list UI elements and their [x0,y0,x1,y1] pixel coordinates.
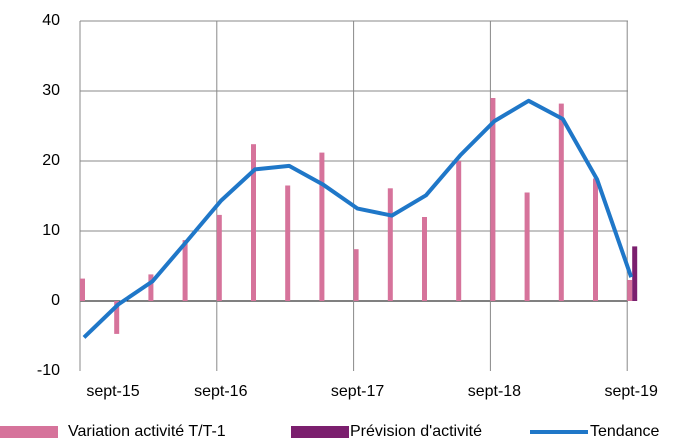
legend-swatch [0,426,58,438]
bar [285,185,291,301]
bar [632,246,638,301]
x-tick-label: sept-17 [331,383,384,400]
bar [524,192,530,301]
bar [593,178,598,301]
bar [456,161,462,301]
bar [148,274,154,301]
y-tick-label: 30 [42,82,60,99]
x-tick-label: sept-18 [468,383,521,400]
y-tick-label: 0 [51,292,60,309]
legend-label: Prévision d'activité [350,423,482,440]
bar [558,103,564,301]
bar [627,280,633,301]
legend-swatch [291,426,349,438]
bar [490,98,496,301]
bar [422,217,427,301]
x-tick-label: sept-15 [86,383,139,400]
legend-label: Variation activité T/T-1 [68,423,226,440]
bar [216,214,222,301]
y-tick-label: -10 [37,362,60,379]
bar [182,240,188,301]
bar [353,249,359,301]
bar [251,144,256,301]
y-tick-label: 40 [42,12,60,29]
legend-label: Tendance [590,423,659,440]
x-tick-label: sept-16 [194,383,247,400]
bar [319,152,325,301]
bar [114,301,120,334]
bar [387,188,393,301]
y-tick-label: 20 [42,152,60,169]
y-tick-label: 10 [42,222,60,239]
trend-line [82,98,634,339]
bar [80,278,85,301]
x-tick-label: sept-19 [605,383,658,400]
